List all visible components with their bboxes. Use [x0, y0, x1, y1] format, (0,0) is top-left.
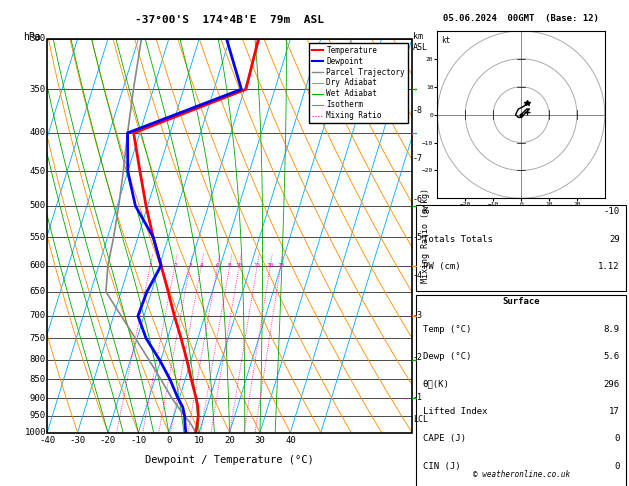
Text: 20: 20 — [267, 263, 274, 268]
Text: -20: -20 — [100, 436, 116, 446]
Text: 500: 500 — [30, 201, 46, 210]
Text: -5: -5 — [413, 233, 423, 242]
Text: Surface: Surface — [503, 297, 540, 306]
Text: 25: 25 — [277, 263, 284, 268]
Text: 296: 296 — [603, 380, 620, 389]
Text: © weatheronline.co.uk: © weatheronline.co.uk — [472, 470, 570, 479]
Text: -40: -40 — [39, 436, 55, 446]
Text: 800: 800 — [30, 355, 46, 364]
Text: 17: 17 — [609, 407, 620, 416]
Text: 450: 450 — [30, 167, 46, 176]
Text: 0: 0 — [166, 436, 172, 446]
Text: Temp (°C): Temp (°C) — [423, 325, 471, 334]
Text: 3: 3 — [188, 263, 192, 268]
Text: -37°00'S  174°4B'E  79m  ASL: -37°00'S 174°4B'E 79m ASL — [135, 15, 324, 25]
Text: -10: -10 — [130, 436, 147, 446]
Text: -4: -4 — [413, 271, 423, 279]
Text: 15: 15 — [253, 263, 261, 268]
Text: 700: 700 — [30, 312, 46, 320]
Text: km
ASL: km ASL — [413, 33, 428, 52]
Text: Mixing Ratio (g/kg): Mixing Ratio (g/kg) — [421, 188, 430, 283]
Text: 5.6: 5.6 — [603, 352, 620, 362]
Text: K: K — [423, 207, 428, 216]
Text: CAPE (J): CAPE (J) — [423, 434, 465, 443]
Text: θᴇ(K): θᴇ(K) — [423, 380, 450, 389]
Text: 10: 10 — [235, 263, 243, 268]
Text: 400: 400 — [30, 128, 46, 138]
Text: 900: 900 — [30, 394, 46, 402]
Text: Dewpoint / Temperature (°C): Dewpoint / Temperature (°C) — [145, 455, 314, 466]
Bar — [416, 206, 626, 291]
Text: Lifted Index: Lifted Index — [423, 407, 487, 416]
Text: 29: 29 — [609, 235, 620, 243]
Legend: Temperature, Dewpoint, Parcel Trajectory, Dry Adiabat, Wet Adiabat, Isotherm, Mi: Temperature, Dewpoint, Parcel Trajectory… — [309, 43, 408, 123]
Text: 6: 6 — [216, 263, 220, 268]
Text: -6: -6 — [413, 195, 423, 204]
Bar — [416, 295, 626, 486]
Text: 2: 2 — [173, 263, 177, 268]
Text: 950: 950 — [30, 411, 46, 420]
Text: 0: 0 — [614, 434, 620, 443]
Text: 40: 40 — [285, 436, 296, 446]
Text: 850: 850 — [30, 375, 46, 384]
Text: -2: -2 — [413, 353, 423, 362]
Text: 1.12: 1.12 — [598, 262, 620, 271]
Text: 20: 20 — [224, 436, 235, 446]
Text: -3: -3 — [413, 312, 423, 320]
Text: 1: 1 — [148, 263, 152, 268]
Text: 8.9: 8.9 — [603, 325, 620, 334]
Text: 650: 650 — [30, 287, 46, 296]
Text: LCL: LCL — [413, 416, 428, 424]
Text: kt: kt — [441, 36, 450, 45]
Text: 750: 750 — [30, 334, 46, 343]
Text: -30: -30 — [70, 436, 86, 446]
Text: PW (cm): PW (cm) — [423, 262, 460, 271]
Text: -10: -10 — [603, 207, 620, 216]
Text: 550: 550 — [30, 233, 46, 242]
Text: 0: 0 — [614, 462, 620, 471]
Text: 30: 30 — [255, 436, 265, 446]
Text: Dewp (°C): Dewp (°C) — [423, 352, 471, 362]
Text: 10: 10 — [194, 436, 204, 446]
Text: -1: -1 — [413, 393, 423, 402]
Text: 1000: 1000 — [25, 428, 46, 437]
Text: hPa: hPa — [23, 33, 41, 42]
Text: 8: 8 — [228, 263, 231, 268]
Text: Totals Totals: Totals Totals — [423, 235, 493, 243]
Text: -8: -8 — [413, 105, 423, 115]
Text: CIN (J): CIN (J) — [423, 462, 460, 471]
Text: 300: 300 — [30, 35, 46, 43]
Text: 05.06.2024  00GMT  (Base: 12): 05.06.2024 00GMT (Base: 12) — [443, 15, 599, 23]
Text: -7: -7 — [413, 154, 423, 163]
Text: 350: 350 — [30, 85, 46, 94]
Text: 600: 600 — [30, 261, 46, 270]
Text: 4: 4 — [199, 263, 203, 268]
